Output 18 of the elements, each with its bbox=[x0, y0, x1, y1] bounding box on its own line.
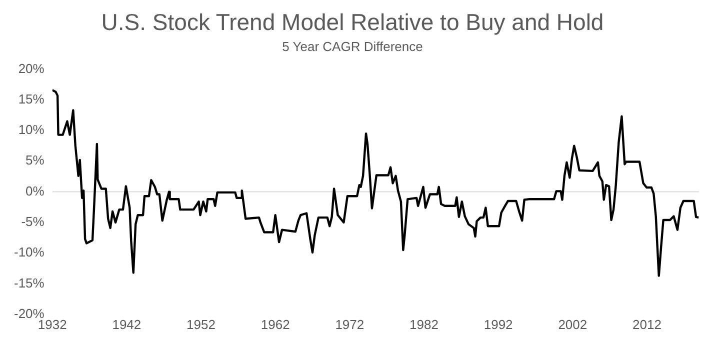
x-tick-label: 1962 bbox=[260, 316, 290, 332]
y-tick-label: -15% bbox=[14, 275, 45, 290]
y-tick-label: 0% bbox=[26, 183, 45, 198]
chart-subtitle: 5 Year CAGR Difference bbox=[282, 38, 423, 54]
y-tick-label: 15% bbox=[18, 91, 45, 106]
y-tick-label: 10% bbox=[18, 122, 45, 138]
x-tick-label: 1992 bbox=[484, 316, 513, 332]
y-tick-label: 5% bbox=[26, 152, 45, 168]
x-tick-label: 1972 bbox=[335, 316, 364, 332]
y-tick-label: -10% bbox=[14, 244, 45, 260]
x-tick-label: 1982 bbox=[410, 316, 438, 332]
y-tick-label: -5% bbox=[21, 214, 45, 230]
x-tick-label: 2012 bbox=[632, 316, 662, 332]
chart-title: U.S. Stock Trend Model Relative to Buy and Hold bbox=[101, 9, 604, 36]
x-tick-label: 1942 bbox=[112, 316, 142, 332]
y-tick-label: 20% bbox=[18, 60, 45, 76]
x-tick-label: 2002 bbox=[558, 316, 588, 332]
x-tick-label: 1952 bbox=[186, 316, 216, 332]
